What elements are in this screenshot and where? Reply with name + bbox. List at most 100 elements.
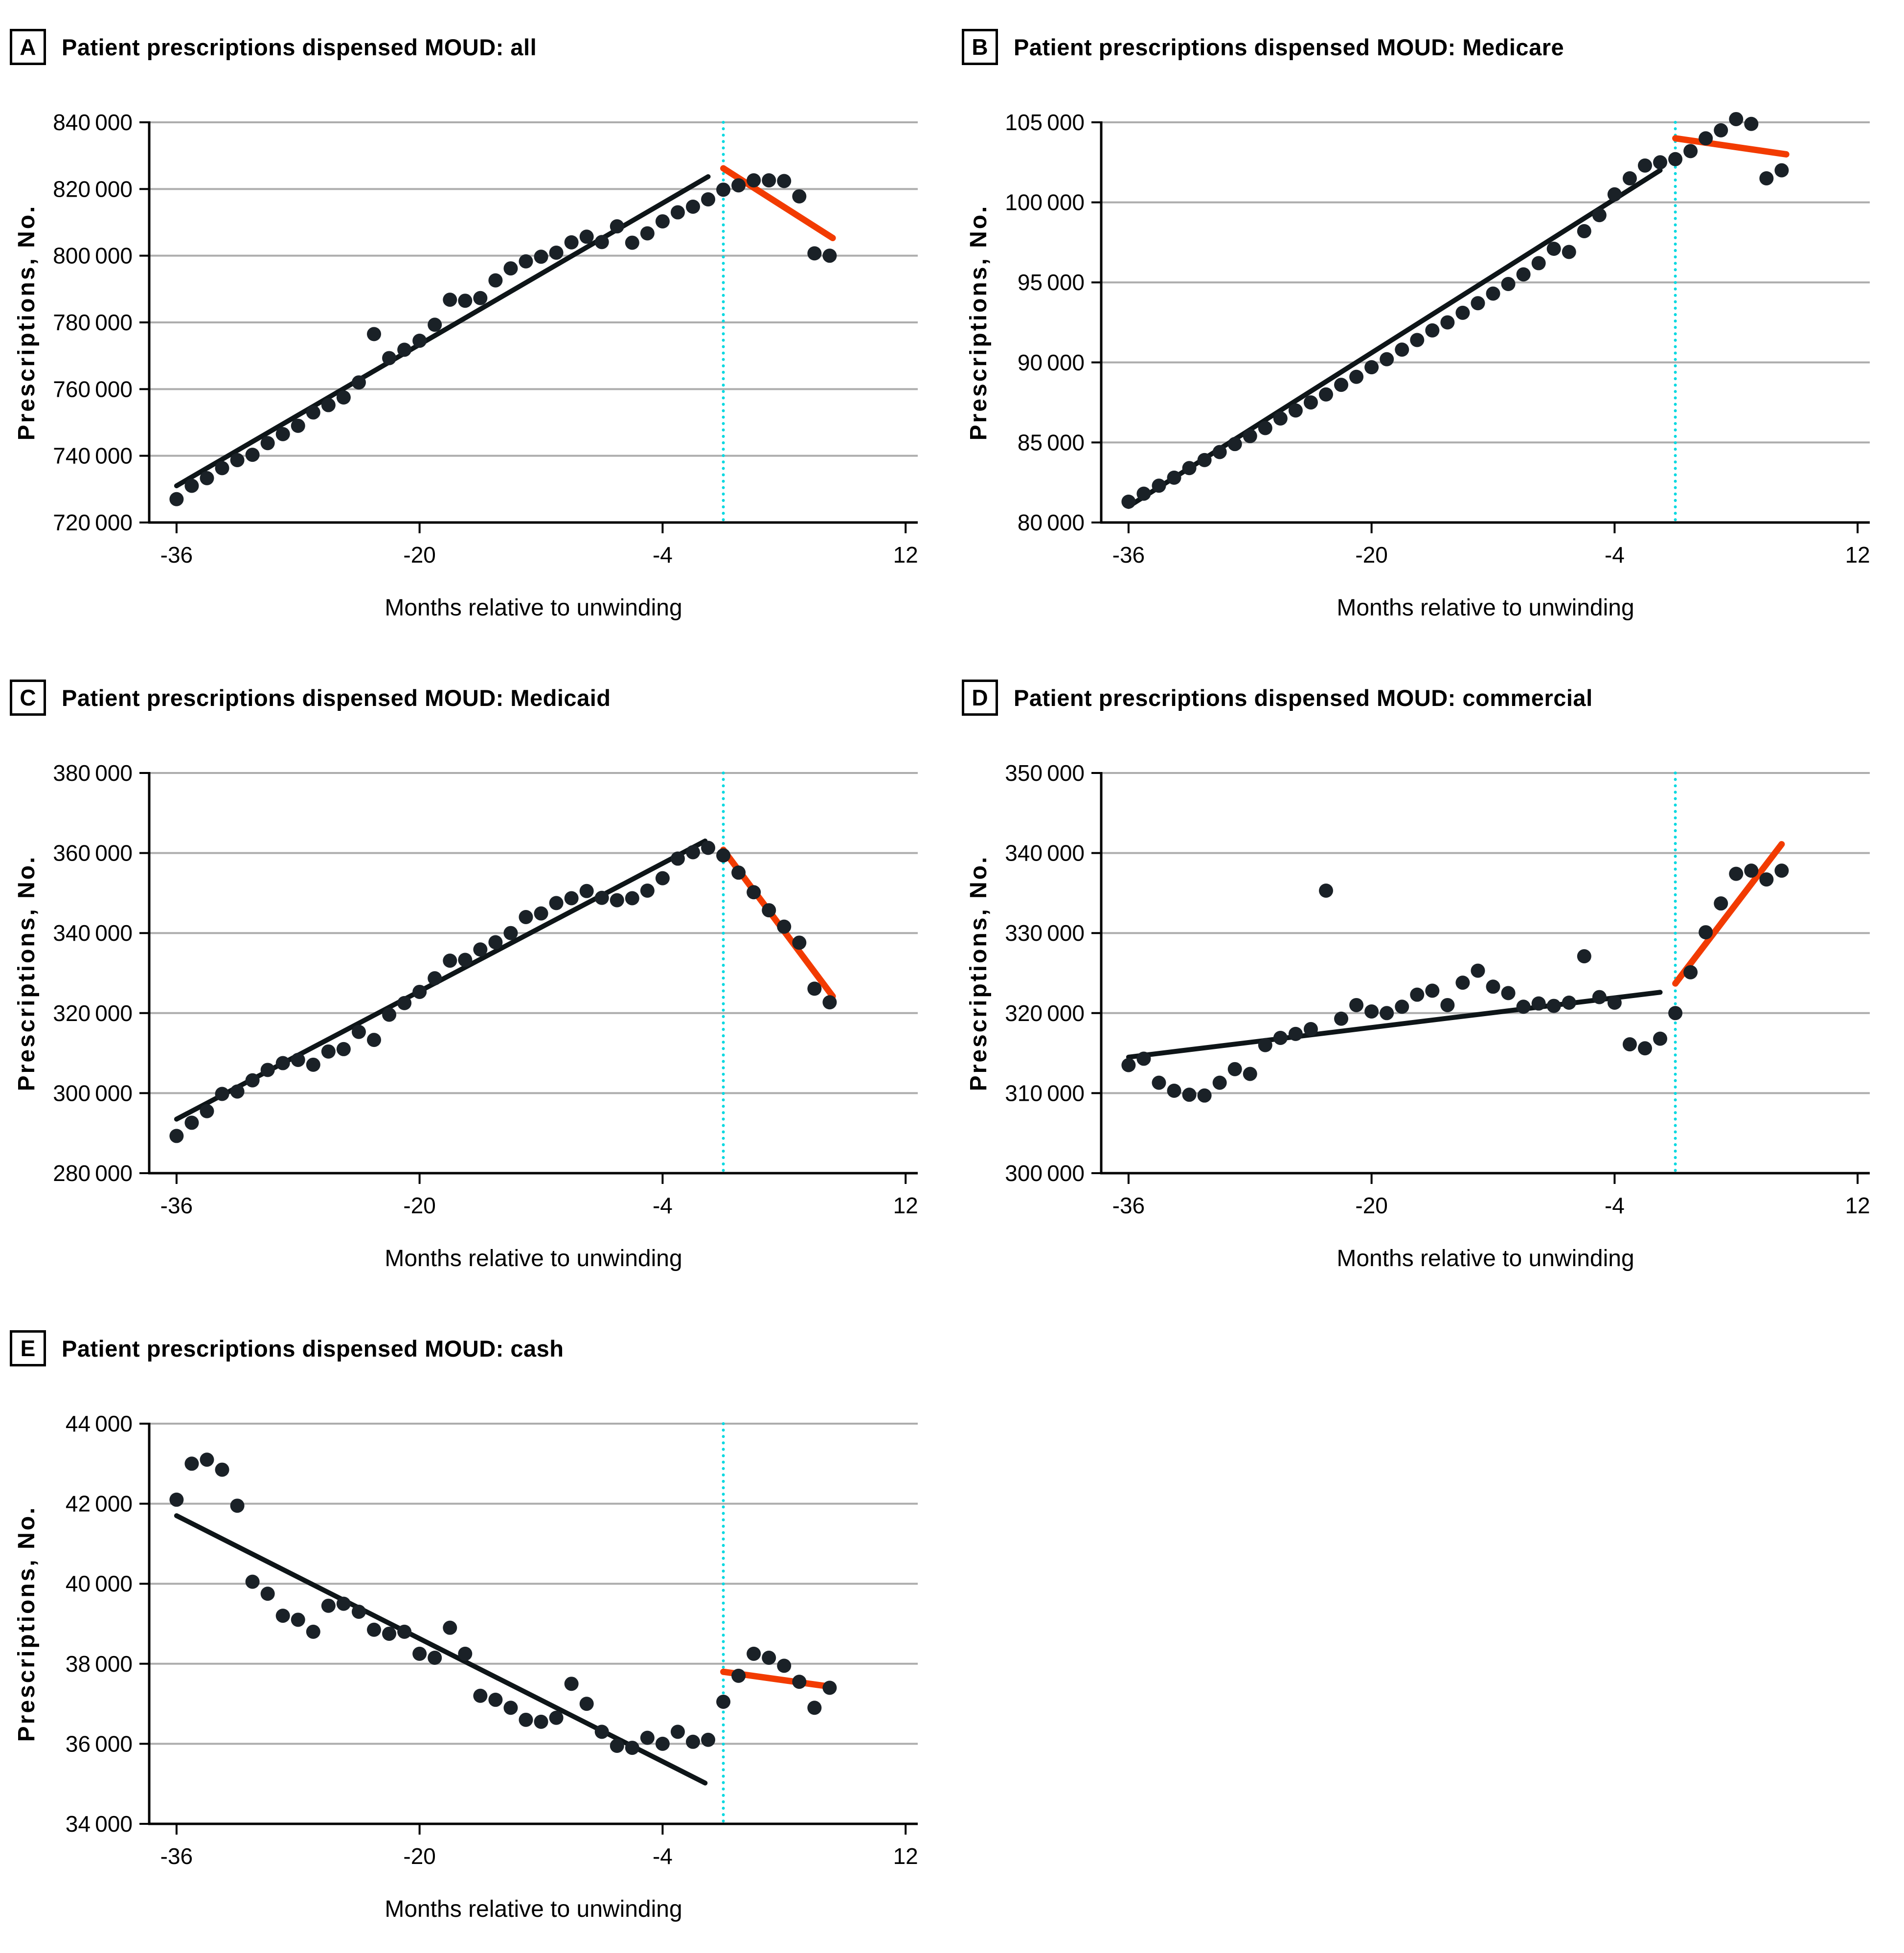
data-point-post	[1744, 863, 1759, 878]
data-point-pre	[1227, 1062, 1242, 1076]
data-point-post	[777, 1658, 792, 1673]
data-point-pre	[1501, 276, 1516, 291]
y-axis-title: Prescriptions, No.	[966, 204, 992, 441]
x-tick-label: -4	[1605, 542, 1625, 568]
data-point-pre	[1212, 1075, 1227, 1090]
trend-line-pre	[1126, 990, 1663, 1060]
data-point-pre	[625, 235, 639, 250]
data-point-pre	[200, 1453, 214, 1467]
data-point-pre	[1440, 998, 1455, 1012]
data-point-post	[762, 1651, 776, 1665]
x-axis-title: Months relative to unwinding	[1337, 595, 1634, 621]
data-point-pre	[1622, 171, 1637, 186]
data-point-pre	[1319, 883, 1334, 898]
panel-title: Patient prescriptions dispensed MOUD: co…	[1014, 684, 1593, 711]
data-point-pre	[321, 1598, 336, 1613]
data-point-pre	[1653, 155, 1668, 170]
data-point-pre	[670, 851, 685, 866]
data-point-pre	[1531, 256, 1546, 271]
data-point-pre	[1577, 224, 1591, 238]
data-point-pre	[1546, 999, 1561, 1013]
y-tick-label: 310 000	[1005, 1080, 1085, 1106]
data-point-pre	[625, 1741, 639, 1755]
y-tick-label: 350 000	[1005, 760, 1085, 786]
data-point-pre	[1167, 1083, 1181, 1098]
data-point-pre	[473, 942, 488, 957]
x-tick-label: -4	[653, 542, 673, 568]
panel-label-badge: C	[10, 680, 46, 716]
data-point-pre	[215, 461, 229, 476]
data-point-pre	[534, 250, 548, 264]
y-axis-title: Prescriptions, No.	[14, 1506, 40, 1742]
data-point-pre	[503, 261, 518, 276]
data-point-pre	[655, 214, 670, 228]
data-point-pre	[1486, 979, 1500, 994]
data-point-pre	[625, 891, 639, 906]
data-point-pre	[1364, 360, 1379, 375]
data-point-pre	[1410, 987, 1425, 1002]
data-point-pre	[260, 1063, 275, 1077]
data-point-pre	[1607, 996, 1622, 1010]
y-tick-label: 320 000	[53, 1000, 133, 1026]
data-point-pre	[1182, 1088, 1197, 1102]
data-point-pre	[200, 471, 214, 485]
data-point-pre	[367, 1622, 382, 1637]
data-point-pre	[275, 1609, 290, 1623]
data-point-post	[1683, 965, 1698, 979]
data-point-pre	[169, 492, 184, 506]
y-tick-label: 320 000	[1005, 1000, 1085, 1026]
data-point-pre	[458, 294, 473, 308]
data-point-post	[1699, 925, 1713, 940]
data-point-post	[1744, 116, 1759, 131]
data-point-pre	[1607, 187, 1622, 202]
data-point-pre	[1258, 1038, 1272, 1052]
data-point-pre	[443, 954, 457, 968]
panel-e: E Patient prescriptions dispensed MOUD: …	[0, 1301, 952, 1953]
trend-line-pre	[174, 1513, 708, 1786]
data-point-pre	[336, 1596, 351, 1611]
data-point-pre	[1622, 1037, 1637, 1052]
panel-d-header: D Patient prescriptions dispensed MOUD: …	[952, 651, 1904, 724]
x-tick-label: 12	[893, 542, 918, 568]
x-tick-label: -36	[1112, 1193, 1145, 1218]
x-tick-label: -4	[653, 1193, 673, 1218]
data-point-pre	[549, 246, 564, 260]
x-axis-title: Months relative to unwinding	[385, 1246, 682, 1272]
data-point-post	[777, 919, 792, 934]
panel-b: B Patient prescriptions dispensed MOUD: …	[952, 0, 1904, 651]
data-point-pre	[1546, 241, 1561, 256]
data-point-pre	[1592, 208, 1607, 223]
x-tick-label: -4	[653, 1843, 673, 1869]
data-point-pre	[1471, 963, 1485, 978]
data-point-post	[716, 182, 731, 197]
data-point-pre	[397, 996, 412, 1010]
data-point-pre	[443, 1620, 457, 1635]
data-point-pre	[367, 327, 382, 341]
data-point-pre	[412, 1646, 427, 1661]
y-tick-label: 780 000	[53, 310, 133, 335]
data-point-pre	[260, 1587, 275, 1601]
data-point-pre	[1334, 378, 1349, 392]
data-point-pre	[1303, 1022, 1318, 1037]
data-point-pre	[473, 1688, 488, 1703]
x-axis-title: Months relative to unwinding	[385, 595, 682, 621]
data-point-pre	[1455, 305, 1470, 320]
data-point-post	[1774, 863, 1789, 878]
data-point-pre	[1455, 976, 1470, 990]
data-point-pre	[458, 953, 473, 967]
data-point-pre	[412, 984, 427, 999]
data-point-post	[1759, 171, 1774, 186]
data-point-post	[731, 865, 746, 880]
data-point-pre	[458, 1646, 473, 1661]
data-point-pre	[579, 229, 594, 244]
data-point-pre	[534, 906, 548, 921]
y-tick-label: 360 000	[53, 840, 133, 866]
data-point-post	[1668, 1006, 1683, 1021]
panel-a-header: A Patient prescriptions dispensed MOUD: …	[0, 0, 952, 73]
data-point-pre	[306, 1057, 320, 1072]
data-point-pre	[519, 909, 533, 924]
data-point-pre	[1471, 296, 1485, 311]
data-point-pre	[1121, 1058, 1136, 1072]
y-tick-label: 300 000	[53, 1080, 133, 1106]
data-point-post	[1683, 144, 1698, 159]
